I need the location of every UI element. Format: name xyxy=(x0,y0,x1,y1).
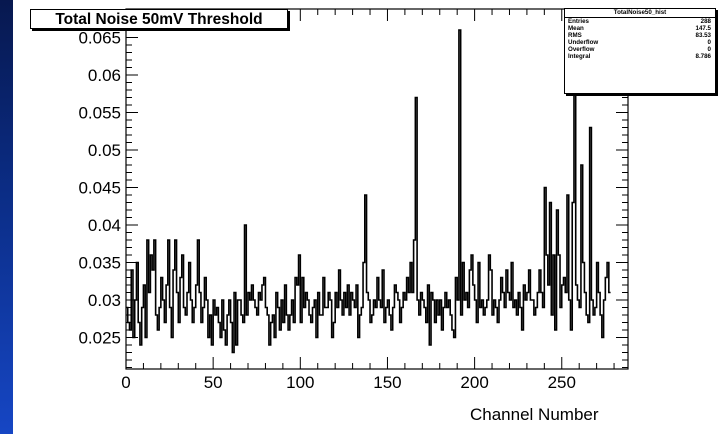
y-tick-label: 0.06 xyxy=(88,66,121,85)
stats-row-label: Integral xyxy=(568,53,591,61)
stats-row-label: RMS xyxy=(568,32,582,40)
stats-row-label: Entries xyxy=(568,18,589,25)
y-tick-label: 0.045 xyxy=(78,179,121,198)
x-tick-label: 150 xyxy=(373,373,401,392)
stats-rows: Entries 288 Mean 147.5 RMS 83.53 Underflow 0 Ove… xyxy=(565,18,715,61)
y-axis: 0.025 0.03 0.035 0.04 0.045 0.05 0.055 0.06 0.06… xyxy=(78,14,628,368)
x-tick-label: 200 xyxy=(460,373,488,392)
stats-row: Integral 8.786 xyxy=(565,53,715,60)
y-tick-label: 0.04 xyxy=(88,216,121,235)
stats-row-value: 8.786 xyxy=(695,53,711,61)
stats-histogram-name: TotalNoise50_hist xyxy=(565,9,715,18)
stats-row-value: 147.5 xyxy=(695,25,711,33)
y-tick-label: 0.055 xyxy=(78,104,121,123)
stats-row-label: Underflow xyxy=(568,39,599,47)
stats-row: Entries 288 xyxy=(565,18,715,25)
stats-row-value: 83.53 xyxy=(695,32,711,40)
stats-row: Mean 147.5 xyxy=(565,25,715,32)
stats-row-value: 0 xyxy=(707,46,711,54)
y-tick-label: 0.035 xyxy=(78,254,121,273)
slide-background-edge xyxy=(0,0,13,434)
stats-row-label: Overflow xyxy=(568,46,595,54)
stats-row-label: Mean xyxy=(568,25,584,33)
y-tick-label: 0.025 xyxy=(78,329,121,348)
x-axis: 0 50 100 150 200 250 xyxy=(121,9,615,392)
histogram-series-line xyxy=(126,29,611,354)
plot-frame xyxy=(125,8,629,370)
statistics-box: TotalNoise50_hist Entries 288 Mean 147.5 RMS… xyxy=(564,8,716,94)
x-axis-label: Channel Number xyxy=(470,405,599,424)
x-tick-label: 250 xyxy=(548,373,576,392)
stats-row: Underflow 0 xyxy=(565,39,715,46)
x-tick-label: 100 xyxy=(286,373,314,392)
y-tick-label: 0.05 xyxy=(88,141,121,160)
x-tick-label: 50 xyxy=(204,373,223,392)
chart-title: Total Noise 50mV Threshold xyxy=(30,9,288,29)
stats-row: Overflow 0 xyxy=(565,46,715,53)
stats-row-value: 288 xyxy=(700,18,711,25)
x-tick-label: 0 xyxy=(121,373,130,392)
y-tick-label: 0.03 xyxy=(88,291,121,310)
stats-row-value: 0 xyxy=(707,39,711,47)
y-tick-label: 0.065 xyxy=(78,29,121,48)
stats-row: RMS 83.53 xyxy=(565,32,715,39)
